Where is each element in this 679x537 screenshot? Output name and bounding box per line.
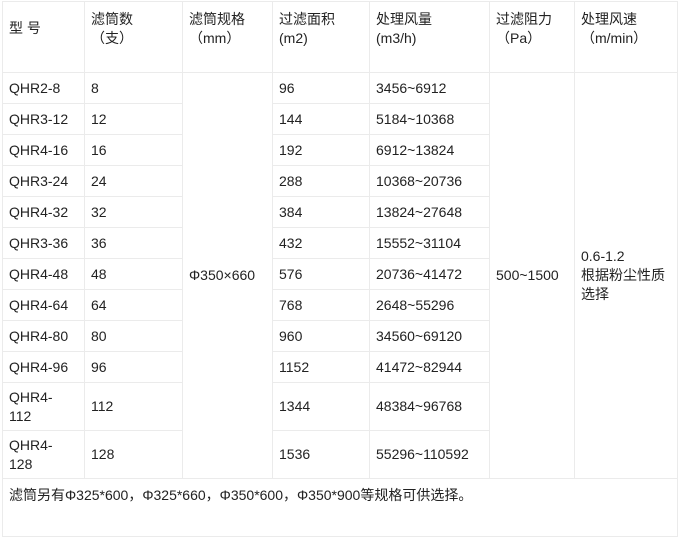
header-label: 滤筒数 [91,11,133,27]
header-label: （mm） [189,30,241,46]
model-cell: QHR2-8 [2,72,85,104]
filter-area-cell: 768 [272,289,370,321]
model-cell: QHR4-48 [2,258,85,290]
air-volume-cell: 5184~10368 [369,103,490,135]
velocity-text: 根据粉尘性质选择 [581,267,665,302]
velocity-cell: 0.6-1.2 根据粉尘性质选择 [574,72,678,479]
model-cell: QHR3-36 [2,227,85,259]
cartridge-count-cell: 48 [84,258,183,290]
header-label: 过滤阻力 [496,11,552,27]
velocity-text: 0.6-1.2 [581,248,625,264]
model-cell: QHR4-80 [2,320,85,352]
header-cell: 处理风量 (m3/h) [369,1,490,73]
footer-note: 滤筒另有Φ325*600，Φ325*660，Φ350*600，Φ350*900等… [2,478,678,537]
header-cell: 滤筒数 （支） [84,1,183,73]
model-name: QHR4-128 [9,436,53,472]
filter-area-cell: 1344 [272,382,370,431]
cartridge-count-cell: 32 [84,196,183,228]
cartridge-count-cell: 128 [84,430,183,479]
air-volume-cell: 20736~41472 [369,258,490,290]
header-label: (m3/h) [376,30,417,46]
table-row: QHR3-36 36 432 15552~31104 [2,227,678,259]
header-label: （支） [91,30,133,46]
header-cell: 型 号 [2,1,85,73]
model-name: QHR3-12 [9,110,69,127]
model-name: QHR3-36 [9,234,69,251]
table-row: QHR4-48 48 576 20736~41472 [2,258,678,290]
filter-area-cell: 1536 [272,430,370,479]
model-cell: QHR4-64 [2,289,85,321]
table-row: QHR2-8 8 Φ350×660 96 3456~6912 500~1500 0.6-1.… [2,72,678,479]
table-row: QHR4-32 32 384 13824~27648 [2,196,678,228]
cartridge-count-cell: 16 [84,134,183,166]
air-volume-cell: 3456~6912 [369,72,490,104]
header-cell: 滤筒规格 （mm） [182,1,273,73]
model-cell: QHR4-96 [2,351,85,383]
air-volume-cell: 48384~96768 [369,382,490,431]
cartridge-count-cell: 36 [84,227,183,259]
model-name: QHR2-8 [9,79,61,96]
header-cell: 过滤阻力 （Pa） [489,1,575,73]
air-volume-cell: 6912~13824 [369,134,490,166]
header-row: 型 号 滤筒数 （支） 滤筒规格 （mm） 过滤面积 (m2) 处理风量 (m3/h) 过滤阻力 （… [2,1,678,73]
cartridge-count-cell: 96 [84,351,183,383]
filter-area-cell: 144 [272,103,370,135]
model-name: QHR4-112 [9,388,53,424]
filter-area-cell: 384 [272,196,370,228]
cartridge-count-cell: 64 [84,289,183,321]
header-label: 处理风量 [376,11,432,27]
cartridge-count-cell: 112 [84,382,183,431]
header-label: 过滤面积 [279,11,335,27]
model-cell: QHR4-128 [2,430,85,479]
filter-area-cell: 432 [272,227,370,259]
model-name: QHR4-64 [9,296,69,313]
model-name: QHR4-32 [9,203,69,220]
filter-area-cell: 96 [272,72,370,104]
header-cell: 处理风速 （m/min） [574,1,678,73]
footer-row: 滤筒另有Φ325*600，Φ325*660，Φ350*600，Φ350*900等… [2,478,678,537]
model-cell: QHR4-32 [2,196,85,228]
header-label: (m2) [279,30,308,46]
model-name: QHR4-48 [9,265,69,282]
model-cell: QHR3-12 [2,103,85,135]
header-label: 滤筒规格 [189,11,245,27]
air-volume-cell: 15552~31104 [369,227,490,259]
air-volume-cell: 10368~20736 [369,165,490,197]
model-name: QHR4-16 [9,141,69,158]
table-row: QHR3-24 24 288 10368~20736 [2,165,678,197]
table-row: QHR4-80 80 960 34560~69120 [2,320,678,352]
cartridge-count-cell: 8 [84,72,183,104]
header-label: （Pa） [496,30,542,46]
model-cell: QHR4-112 [2,382,85,431]
model-name: QHR4-80 [9,327,69,344]
cartridge-spec-cell: Φ350×660 [182,72,273,479]
cartridge-count-cell: 12 [84,103,183,135]
model-cell: QHR4-16 [2,134,85,166]
model-cell: QHR3-24 [2,165,85,197]
header-cell: 过滤面积 (m2) [272,1,370,73]
header-label: （m/min） [581,30,648,46]
cartridge-count-cell: 80 [84,320,183,352]
cartridge-count-cell: 24 [84,165,183,197]
table-row: QHR4-16 16 192 6912~13824 [2,134,678,166]
air-volume-cell: 41472~82944 [369,351,490,383]
table-row: QHR4-128 128 1536 55296~110592 [2,430,678,479]
model-name: QHR4-96 [9,358,69,375]
air-volume-cell: 13824~27648 [369,196,490,228]
filter-area-cell: 960 [272,320,370,352]
resistance-cell: 500~1500 [489,72,575,479]
table-row: QHR4-64 64 768 2648~55296 [2,289,678,321]
air-volume-cell: 34560~69120 [369,320,490,352]
filter-area-cell: 1152 [272,351,370,383]
air-volume-cell: 55296~110592 [369,430,490,479]
table-row: QHR3-12 12 144 5184~10368 [2,103,678,135]
filter-area-cell: 192 [272,134,370,166]
filter-area-cell: 288 [272,165,370,197]
air-volume-cell: 2648~55296 [369,289,490,321]
filter-area-cell: 576 [272,258,370,290]
header-label: 型 号 [9,20,41,36]
header-label: 处理风速 [581,11,637,27]
model-name: QHR3-24 [9,172,69,189]
